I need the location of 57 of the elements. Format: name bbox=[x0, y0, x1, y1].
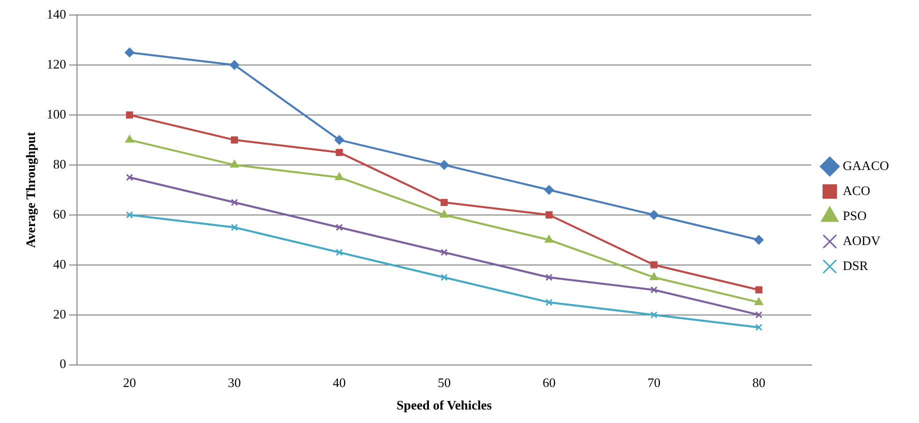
point bbox=[335, 172, 344, 180]
point bbox=[126, 174, 134, 181]
point bbox=[336, 248, 343, 256]
point bbox=[439, 160, 449, 170]
point bbox=[544, 185, 554, 195]
point bbox=[755, 324, 762, 331]
legend-label: DSR bbox=[842, 258, 868, 273]
point bbox=[545, 211, 553, 218]
point bbox=[336, 148, 343, 156]
y-axis-title: Average Throughput bbox=[23, 131, 38, 248]
point bbox=[650, 311, 658, 318]
point bbox=[125, 135, 134, 143]
legend-label: PSO bbox=[842, 208, 867, 223]
point bbox=[545, 274, 553, 281]
point bbox=[230, 224, 238, 231]
point bbox=[230, 60, 240, 70]
point bbox=[650, 261, 658, 268]
point bbox=[440, 248, 448, 256]
point bbox=[650, 286, 658, 294]
y-tick-label: 0 bbox=[60, 356, 66, 372]
y-tick-label: 140 bbox=[46, 6, 66, 22]
point bbox=[755, 311, 762, 318]
x-tick-label: 30 bbox=[228, 375, 241, 390]
point bbox=[544, 235, 554, 243]
point bbox=[230, 160, 239, 168]
point bbox=[755, 286, 762, 294]
point bbox=[754, 298, 764, 306]
point bbox=[334, 135, 344, 145]
point bbox=[440, 198, 448, 206]
point bbox=[230, 136, 238, 144]
x-axis-title: Speed of Vehicles bbox=[396, 398, 492, 413]
point bbox=[545, 298, 553, 306]
legend-label: ACO bbox=[842, 182, 870, 198]
y-tick-label: 120 bbox=[46, 56, 66, 72]
point bbox=[126, 111, 134, 119]
legend-label: AODV bbox=[842, 232, 881, 248]
point bbox=[124, 48, 134, 58]
point bbox=[336, 224, 343, 231]
point bbox=[754, 235, 764, 245]
point bbox=[440, 274, 448, 281]
point bbox=[126, 211, 134, 218]
x-tick-label: 50 bbox=[438, 375, 451, 390]
point bbox=[649, 210, 659, 220]
x-tick-label: 20 bbox=[123, 375, 136, 390]
x-tick-label: 80 bbox=[752, 375, 766, 390]
x-tick-label: 40 bbox=[332, 375, 346, 390]
y-tick-label: 40 bbox=[53, 256, 66, 272]
x-tick-label: 70 bbox=[647, 375, 660, 390]
y-tick-label: 80 bbox=[53, 156, 66, 172]
legend-label: GAACO bbox=[842, 158, 890, 173]
point bbox=[650, 272, 658, 280]
point bbox=[440, 210, 448, 218]
y-tick-label: 100 bbox=[46, 106, 66, 122]
y-tick-label: 20 bbox=[53, 306, 66, 322]
y-tick-label: 60 bbox=[53, 206, 66, 222]
x-tick-label: 60 bbox=[542, 375, 556, 390]
point bbox=[230, 198, 238, 206]
